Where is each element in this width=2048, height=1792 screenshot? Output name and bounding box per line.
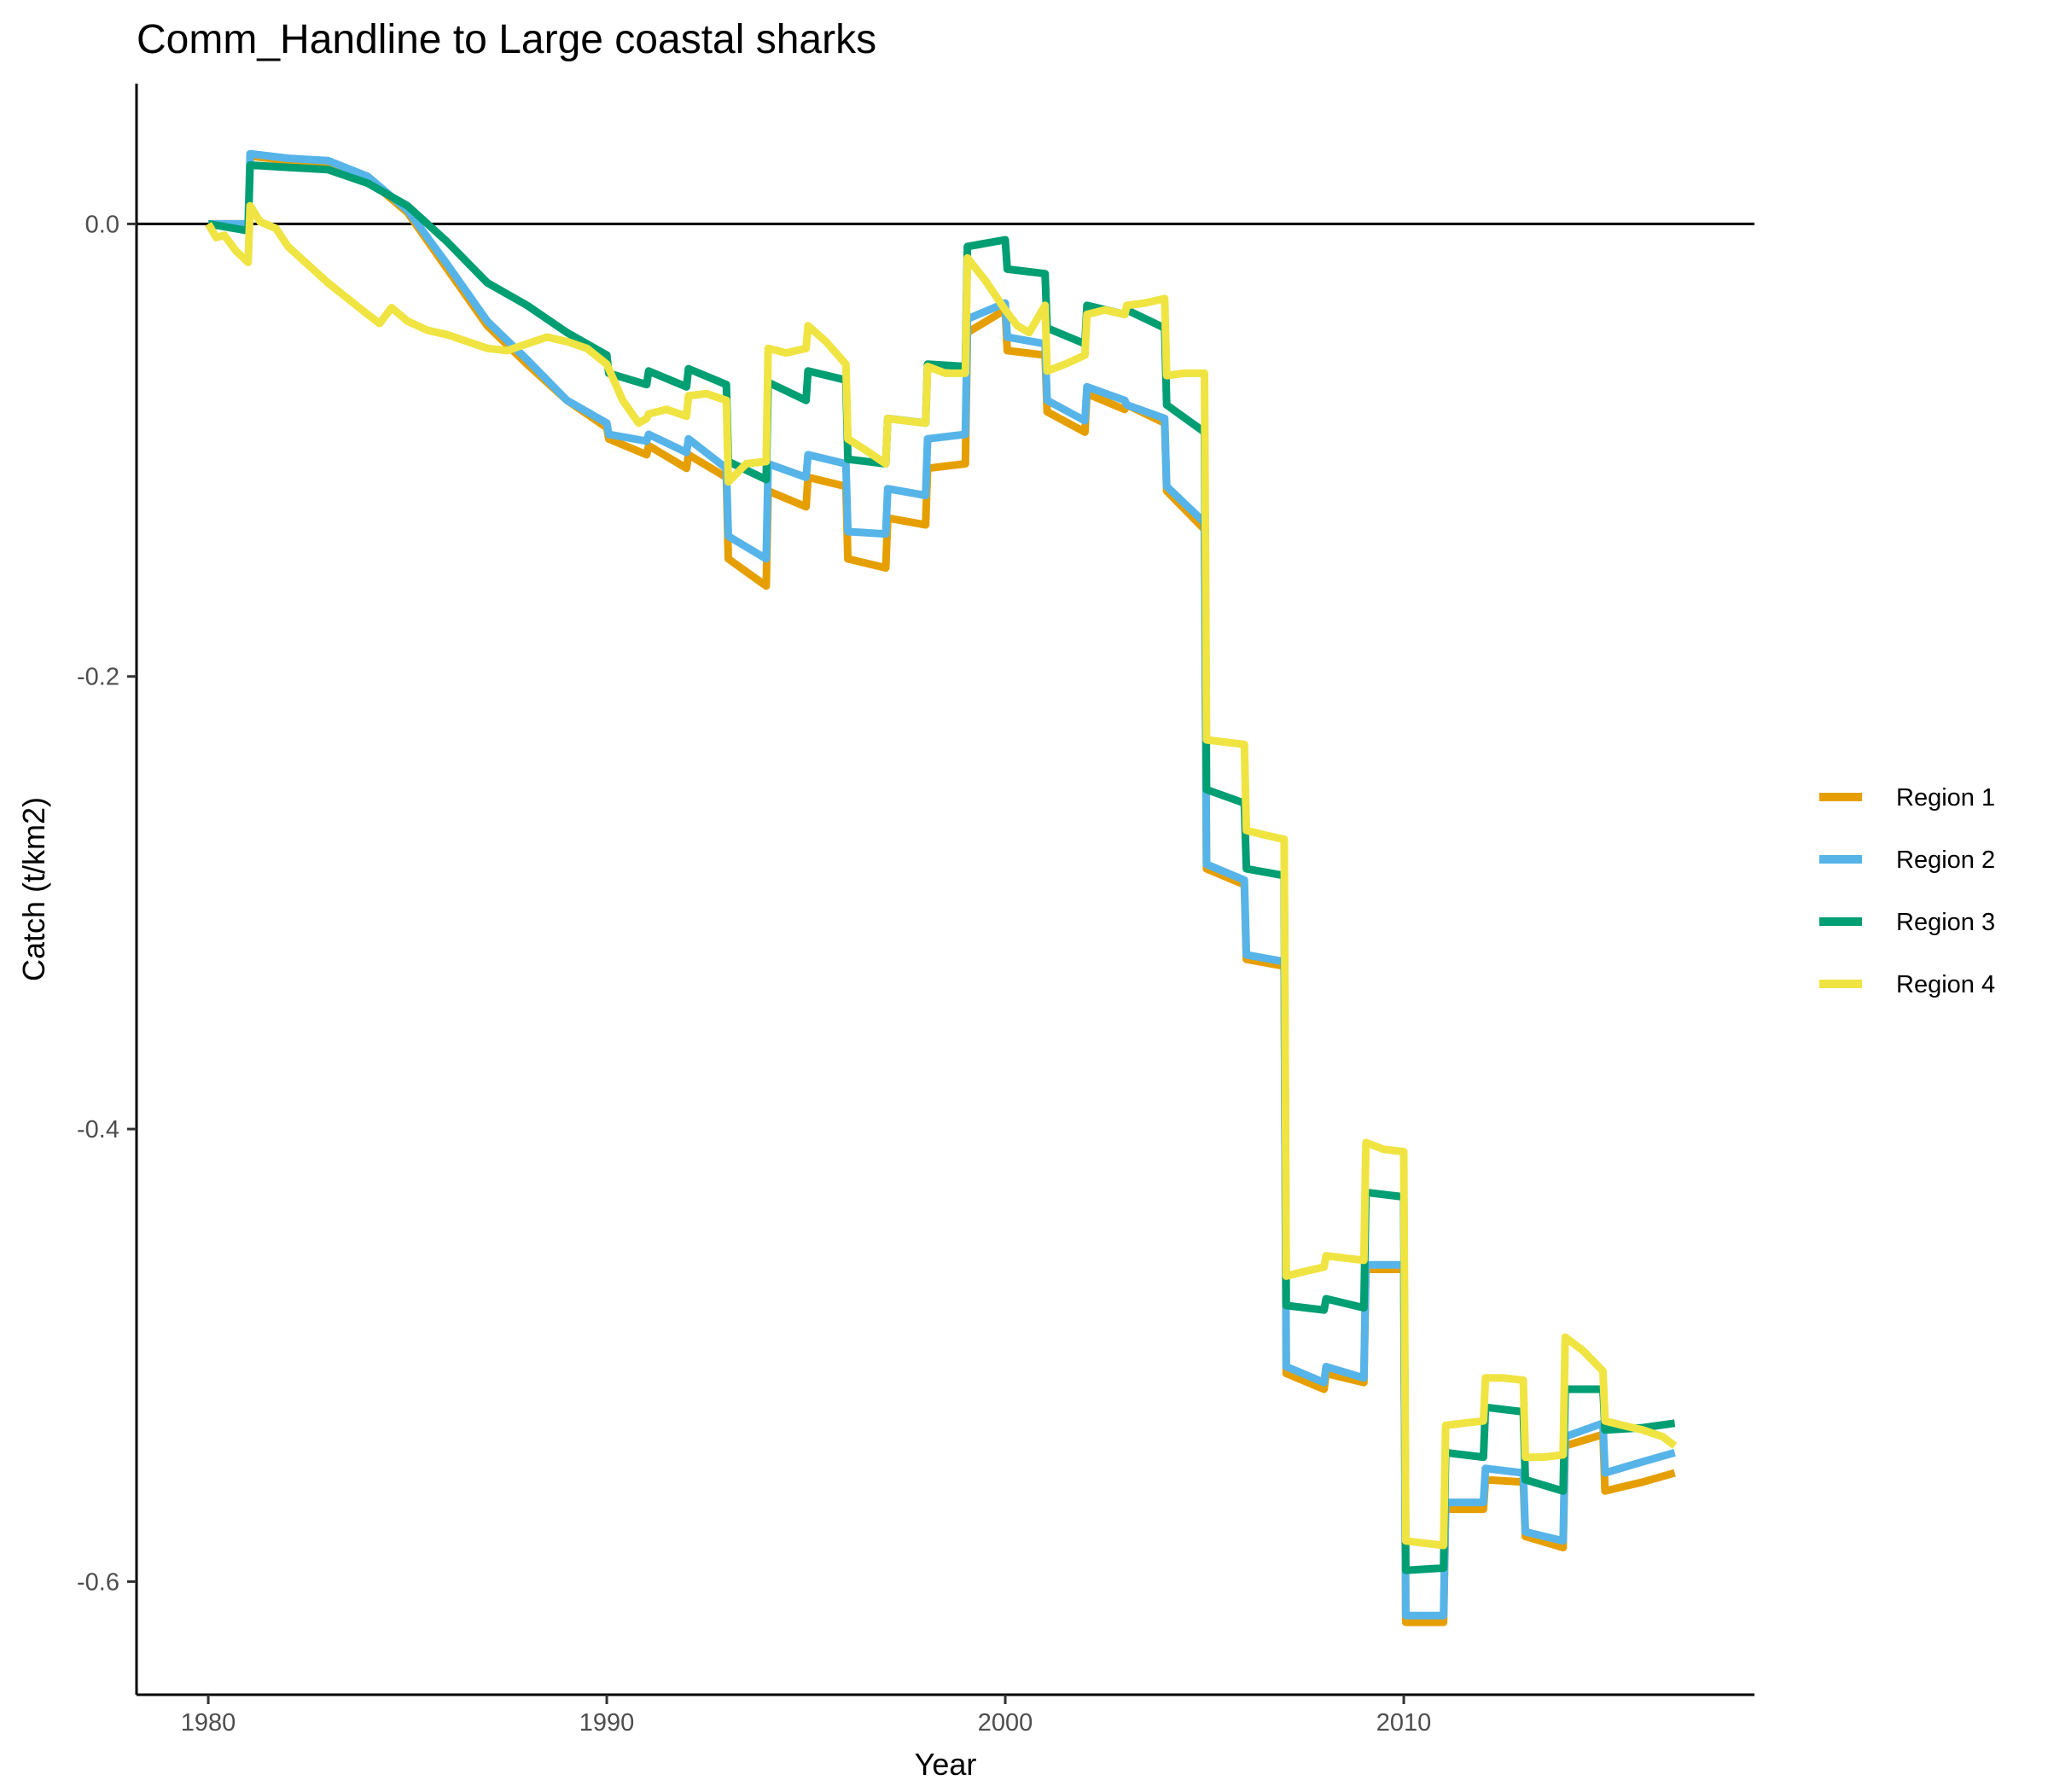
y-tick-label: -0.2 bbox=[77, 664, 119, 691]
y-tick-label: -0.4 bbox=[77, 1116, 119, 1143]
x-tick-label: 2010 bbox=[1376, 1709, 1432, 1737]
x-tick-label: 1980 bbox=[181, 1709, 236, 1737]
legend-label-region-2: Region 2 bbox=[1896, 847, 1995, 874]
legend-label-region-1: Region 1 bbox=[1896, 784, 1995, 812]
chart-title: Comm_Handline to Large coastal sharks bbox=[137, 17, 876, 62]
series-line-region-3 bbox=[207, 161, 1676, 1574]
y-tick-label: 0.0 bbox=[85, 211, 119, 238]
series-line-region-2 bbox=[208, 149, 1676, 1620]
series-line-region-4 bbox=[205, 201, 1678, 1550]
series-line-region-1 bbox=[208, 152, 1676, 1626]
y-tick-label: -0.6 bbox=[77, 1568, 119, 1596]
legend: Region 1 Region 2 Region 3 Region 4 bbox=[1819, 784, 1995, 998]
legend-label-region-3: Region 3 bbox=[1896, 909, 1995, 936]
x-tick-label: 2000 bbox=[978, 1709, 1033, 1737]
y-axis-title: Catch (t/km2) bbox=[16, 797, 51, 981]
x-axis-title: Year bbox=[915, 1747, 977, 1782]
legend-label-region-4: Region 4 bbox=[1896, 971, 1995, 998]
x-tick-label: 1990 bbox=[579, 1709, 635, 1737]
